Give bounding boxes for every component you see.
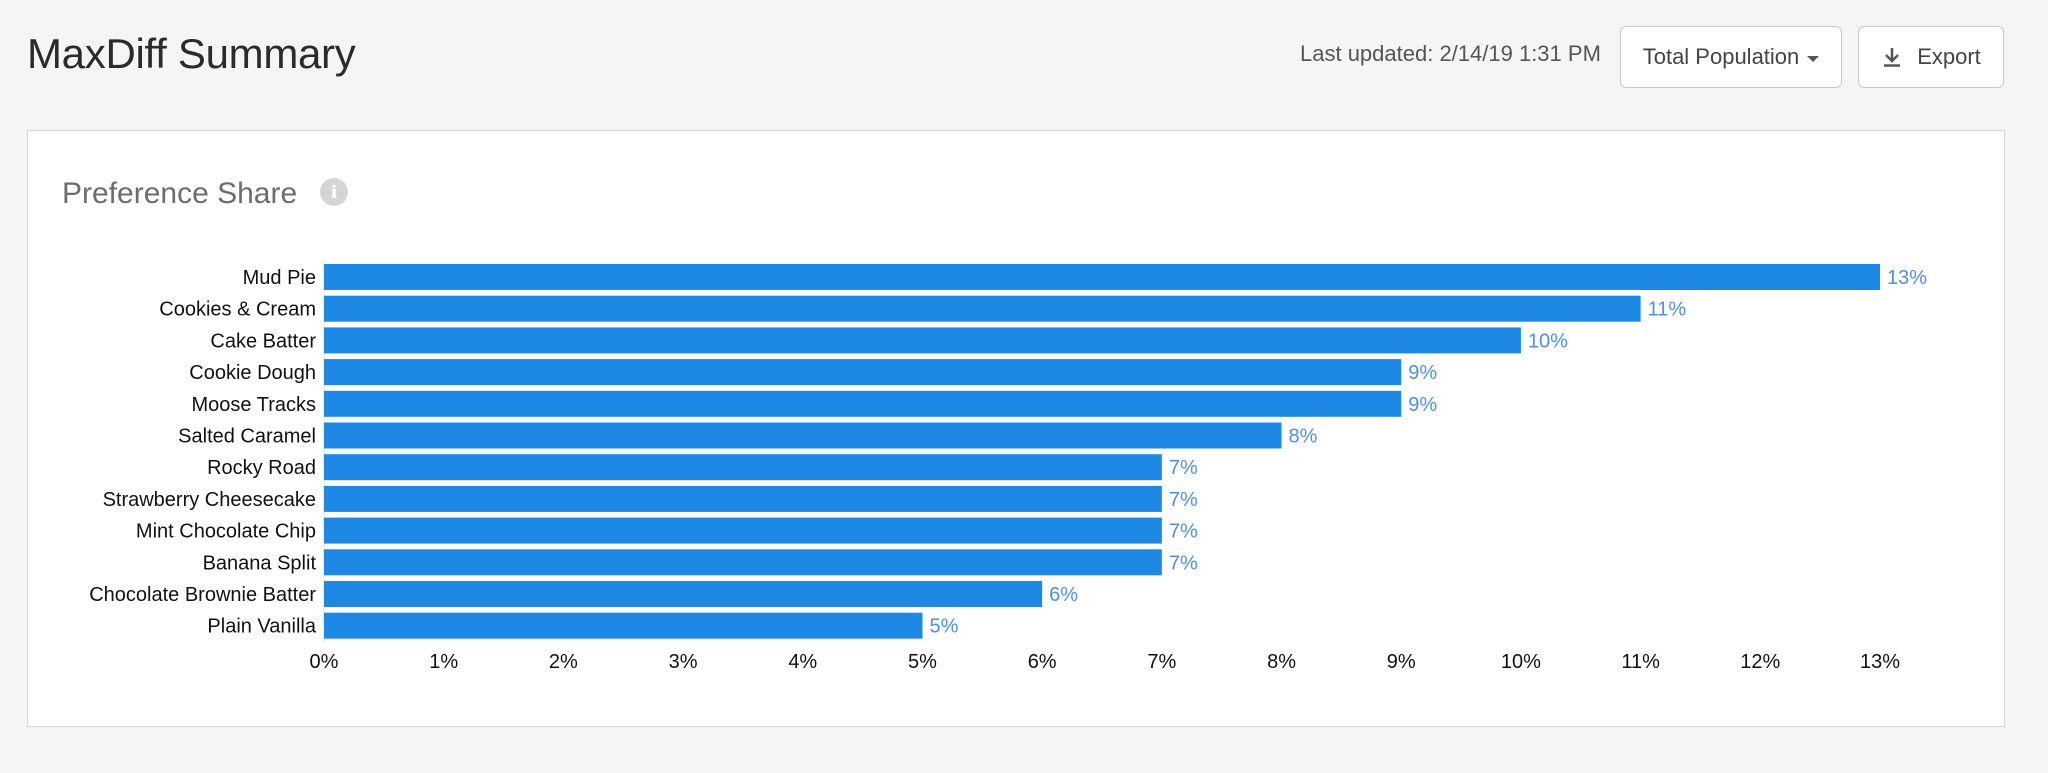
- bar[interactable]: [324, 390, 1402, 417]
- population-dropdown-button[interactable]: Total Population: [1620, 26, 1842, 88]
- card-title: Preference Share: [62, 177, 298, 210]
- bar[interactable]: [324, 422, 1282, 449]
- category-label: Mud Pie: [243, 267, 316, 289]
- bar[interactable]: [324, 295, 1641, 322]
- x-tick-label: 6%: [1028, 651, 1057, 673]
- download-icon: [1884, 48, 1901, 67]
- page-title: MaxDiff Summary: [27, 30, 356, 77]
- x-tick-label: 12%: [1740, 651, 1780, 673]
- preference-share-card: Preference Share i Mud Pie 13% Cookies & C…: [27, 130, 2005, 727]
- x-tick-label: 3%: [669, 651, 698, 673]
- value-label: 9%: [1408, 362, 1437, 384]
- category-label: Moose Tracks: [192, 394, 316, 416]
- value-label: 5%: [929, 616, 958, 638]
- x-tick-label: 8%: [1267, 651, 1296, 673]
- export-button[interactable]: Export: [1858, 26, 2004, 88]
- category-label: Strawberry Cheesecake: [103, 489, 316, 511]
- x-tick-label: 0%: [310, 651, 339, 673]
- export-button-label: Export: [1917, 44, 1981, 69]
- value-label: 6%: [1049, 584, 1078, 606]
- bar[interactable]: [324, 581, 1043, 607]
- population-dropdown-label: Total Population: [1642, 44, 1800, 69]
- value-label: 10%: [1528, 330, 1568, 352]
- bar[interactable]: [324, 517, 1162, 544]
- category-label: Cake Batter: [210, 330, 316, 352]
- category-label: Plain Vanilla: [207, 616, 316, 638]
- category-label: Salted Caramel: [178, 426, 316, 448]
- x-tick-label: 7%: [1147, 651, 1176, 673]
- value-label: 13%: [1887, 267, 1927, 289]
- bar[interactable]: [324, 454, 1162, 481]
- x-tick-label: 10%: [1501, 651, 1541, 673]
- x-tick-label: 13%: [1860, 651, 1900, 673]
- category-label: Rocky Road: [207, 457, 316, 479]
- bar[interactable]: [324, 549, 1162, 576]
- category-label: Chocolate Brownie Batter: [89, 584, 316, 606]
- bar[interactable]: [324, 612, 923, 639]
- caret-down-icon: [1807, 55, 1820, 62]
- category-label: Mint Chocolate Chip: [136, 521, 316, 543]
- bar[interactable]: [324, 359, 1402, 386]
- category-label: Cookie Dough: [189, 362, 316, 384]
- x-tick-label: 4%: [788, 651, 817, 673]
- category-label: Cookies & Cream: [159, 299, 316, 321]
- x-tick-label: 2%: [549, 651, 578, 673]
- bar[interactable]: [324, 327, 1521, 354]
- bar[interactable]: [324, 485, 1162, 512]
- preference-share-chart: Mud Pie 13% Cookies & Cream 11% Cake Batter 1…: [89, 260, 1927, 673]
- value-label: 11%: [1648, 299, 1687, 321]
- x-tick-label: 9%: [1387, 651, 1416, 673]
- bar[interactable]: [324, 264, 1880, 290]
- last-updated-text: Last updated: 2/14/19 1:31 PM: [1300, 41, 1601, 66]
- value-label: 8%: [1289, 426, 1318, 448]
- value-label: 7%: [1169, 552, 1198, 574]
- category-label: Banana Split: [203, 552, 317, 574]
- value-label: 7%: [1169, 521, 1198, 543]
- value-label: 7%: [1169, 457, 1198, 479]
- x-tick-label: 11%: [1621, 651, 1660, 673]
- x-tick-label: 5%: [908, 651, 937, 673]
- x-tick-label: 1%: [429, 651, 458, 673]
- value-label: 9%: [1408, 394, 1437, 416]
- info-icon[interactable]: i: [320, 178, 348, 206]
- value-label: 7%: [1169, 489, 1198, 511]
